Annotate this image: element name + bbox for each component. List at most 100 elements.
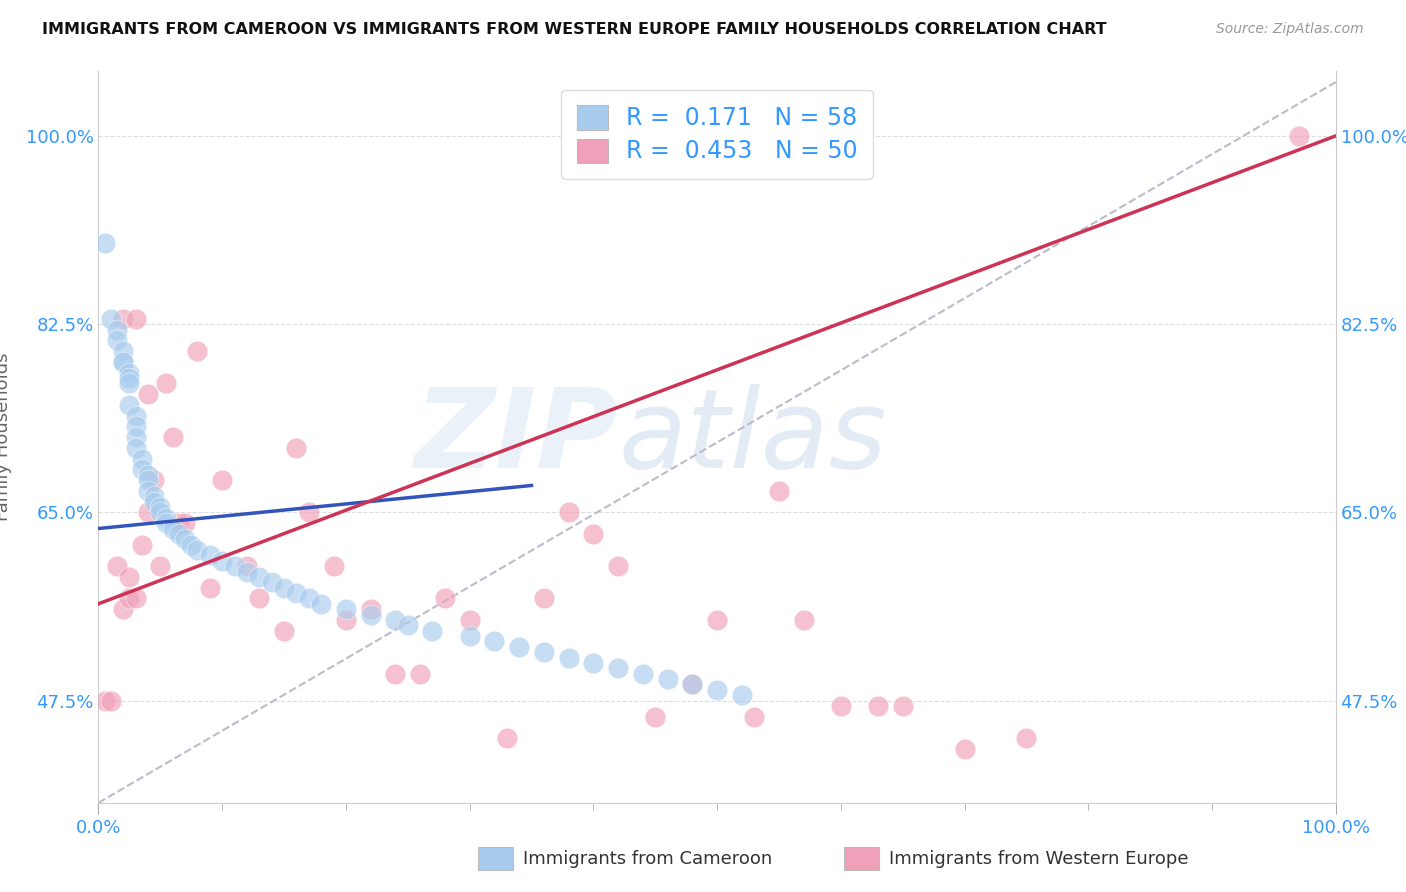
Text: Immigrants from Western Europe: Immigrants from Western Europe [889,850,1188,868]
Point [162,430,184,444]
Text: ZIP: ZIP [415,384,619,491]
Point [309,597,332,611]
Point [118,591,141,606]
Point [211,554,233,568]
Point [335,613,357,627]
Point [124,441,146,455]
Point [100,693,122,707]
Point [124,409,146,423]
Point [143,473,166,487]
Point [143,489,166,503]
Point [118,366,141,380]
Point [118,376,141,391]
Point [768,483,790,498]
Point [149,500,172,514]
Text: atlas: atlas [619,384,887,491]
Point [180,538,202,552]
Point [247,591,270,606]
Point [830,698,852,713]
Point [131,462,153,476]
Text: Source: ZipAtlas.com: Source: ZipAtlas.com [1216,22,1364,37]
Point [93,693,115,707]
Point [136,473,159,487]
Point [124,311,146,326]
Point [124,430,146,444]
Point [360,607,382,622]
Point [458,629,481,643]
Point [298,505,321,519]
Point [143,494,166,508]
Point [136,467,159,482]
Y-axis label: Family Households: Family Households [0,353,11,521]
Point [582,656,605,670]
Point [273,581,295,595]
Point [131,451,153,466]
Point [136,387,159,401]
Point [409,666,432,681]
Point [582,527,605,541]
Point [155,510,177,524]
Point [557,650,579,665]
Point [335,602,357,616]
Point [162,521,184,535]
Point [155,516,177,530]
Point [484,634,506,648]
Point [508,640,530,654]
Point [131,538,153,552]
Point [105,559,128,574]
Point [260,575,283,590]
Point [198,549,221,563]
Point [681,677,703,691]
Point [322,559,344,574]
Point [118,371,141,385]
Point [422,624,444,638]
Point [273,624,295,638]
Point [631,666,654,681]
Point [149,505,172,519]
Point [167,527,190,541]
Point [155,376,177,391]
Point [706,682,728,697]
Point [607,661,630,675]
Point [607,559,630,574]
Point [298,591,321,606]
Point [557,505,579,519]
Point [236,565,259,579]
Point [433,591,456,606]
Point [657,672,679,686]
Point [105,322,128,336]
Text: Immigrants from Cameroon: Immigrants from Cameroon [523,850,772,868]
Point [236,559,259,574]
Point [706,613,728,627]
Point [118,398,141,412]
Point [1288,128,1310,143]
Point [174,516,197,530]
Point [1015,731,1038,746]
Point [112,355,135,369]
Point [93,236,115,251]
Point [953,742,976,756]
Point [533,645,555,659]
Point [247,570,270,584]
Point [112,602,135,616]
Point [211,473,233,487]
Point [186,543,208,558]
Point [105,333,128,347]
Point [112,344,135,359]
Point [495,731,517,746]
Point [124,591,146,606]
Point [644,710,666,724]
Point [866,698,889,713]
Point [458,613,481,627]
Point [198,581,221,595]
Point [112,355,135,369]
Point [285,441,308,455]
Point [174,533,197,547]
Point [149,559,172,574]
Point [533,591,555,606]
Point [167,516,190,530]
Point [186,344,208,359]
Legend: R =  0.171   N = 58, R =  0.453   N = 50: R = 0.171 N = 58, R = 0.453 N = 50 [561,90,873,179]
Point [124,419,146,434]
Point [891,698,914,713]
